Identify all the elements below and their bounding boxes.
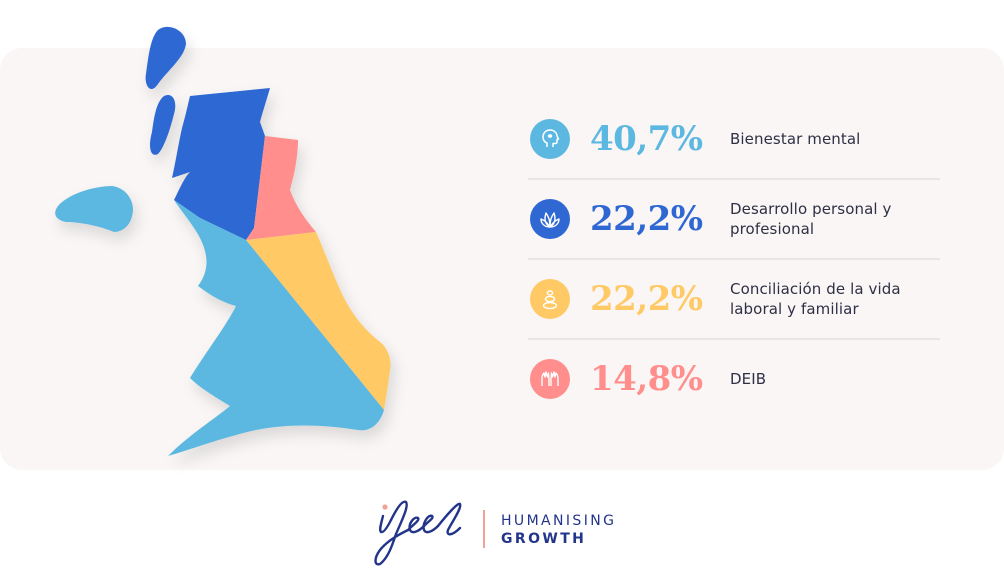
legend-row: 40,7% Bienestar mental [528,100,940,180]
map-segment-deib [246,136,316,240]
legend-row: 22,2% Desarrollo personal y profesional [528,180,940,260]
legend-value: 14,8% [590,359,703,399]
chart-legend: 40,7% Bienestar mental 22,2% Desarrollo … [528,100,940,420]
balance-stones-icon [530,279,570,319]
map-island-north-2 [150,94,176,155]
hands-icon [530,359,570,399]
brand-tagline: HUMANISING GROWTH [501,512,616,548]
legend-row: 22,2% Conciliación de la vida laboral y … [528,260,940,340]
map-segment-conciliacion [246,232,391,410]
legend-value: 40,7% [590,119,703,159]
leaf-icon [530,199,570,239]
brand-footer: HUMANISING GROWTH [366,494,646,574]
map-island-north-1 [145,26,186,90]
legend-row: 14,8% DEIB [528,340,940,420]
legend-value: 22,2% [590,199,703,239]
legend-value: 22,2% [590,279,703,319]
head-icon [530,119,570,159]
map-segment-desarrollo [172,88,270,240]
map-island-west [55,186,134,232]
legend-label: Desarrollo personal y profesional [730,200,892,238]
brand-divider [483,510,485,548]
uk-map-chart [40,10,420,470]
tagline-line-2: GROWTH [501,531,587,547]
tagline-line-1: HUMANISING [501,513,617,529]
ifeel-logo [374,500,462,566]
legend-label: Conciliación de la vida laboral y famili… [730,280,901,318]
map-segment-bienestar [168,200,384,456]
legend-label: Bienestar mental [730,130,861,148]
legend-label: DEIB [730,370,767,388]
